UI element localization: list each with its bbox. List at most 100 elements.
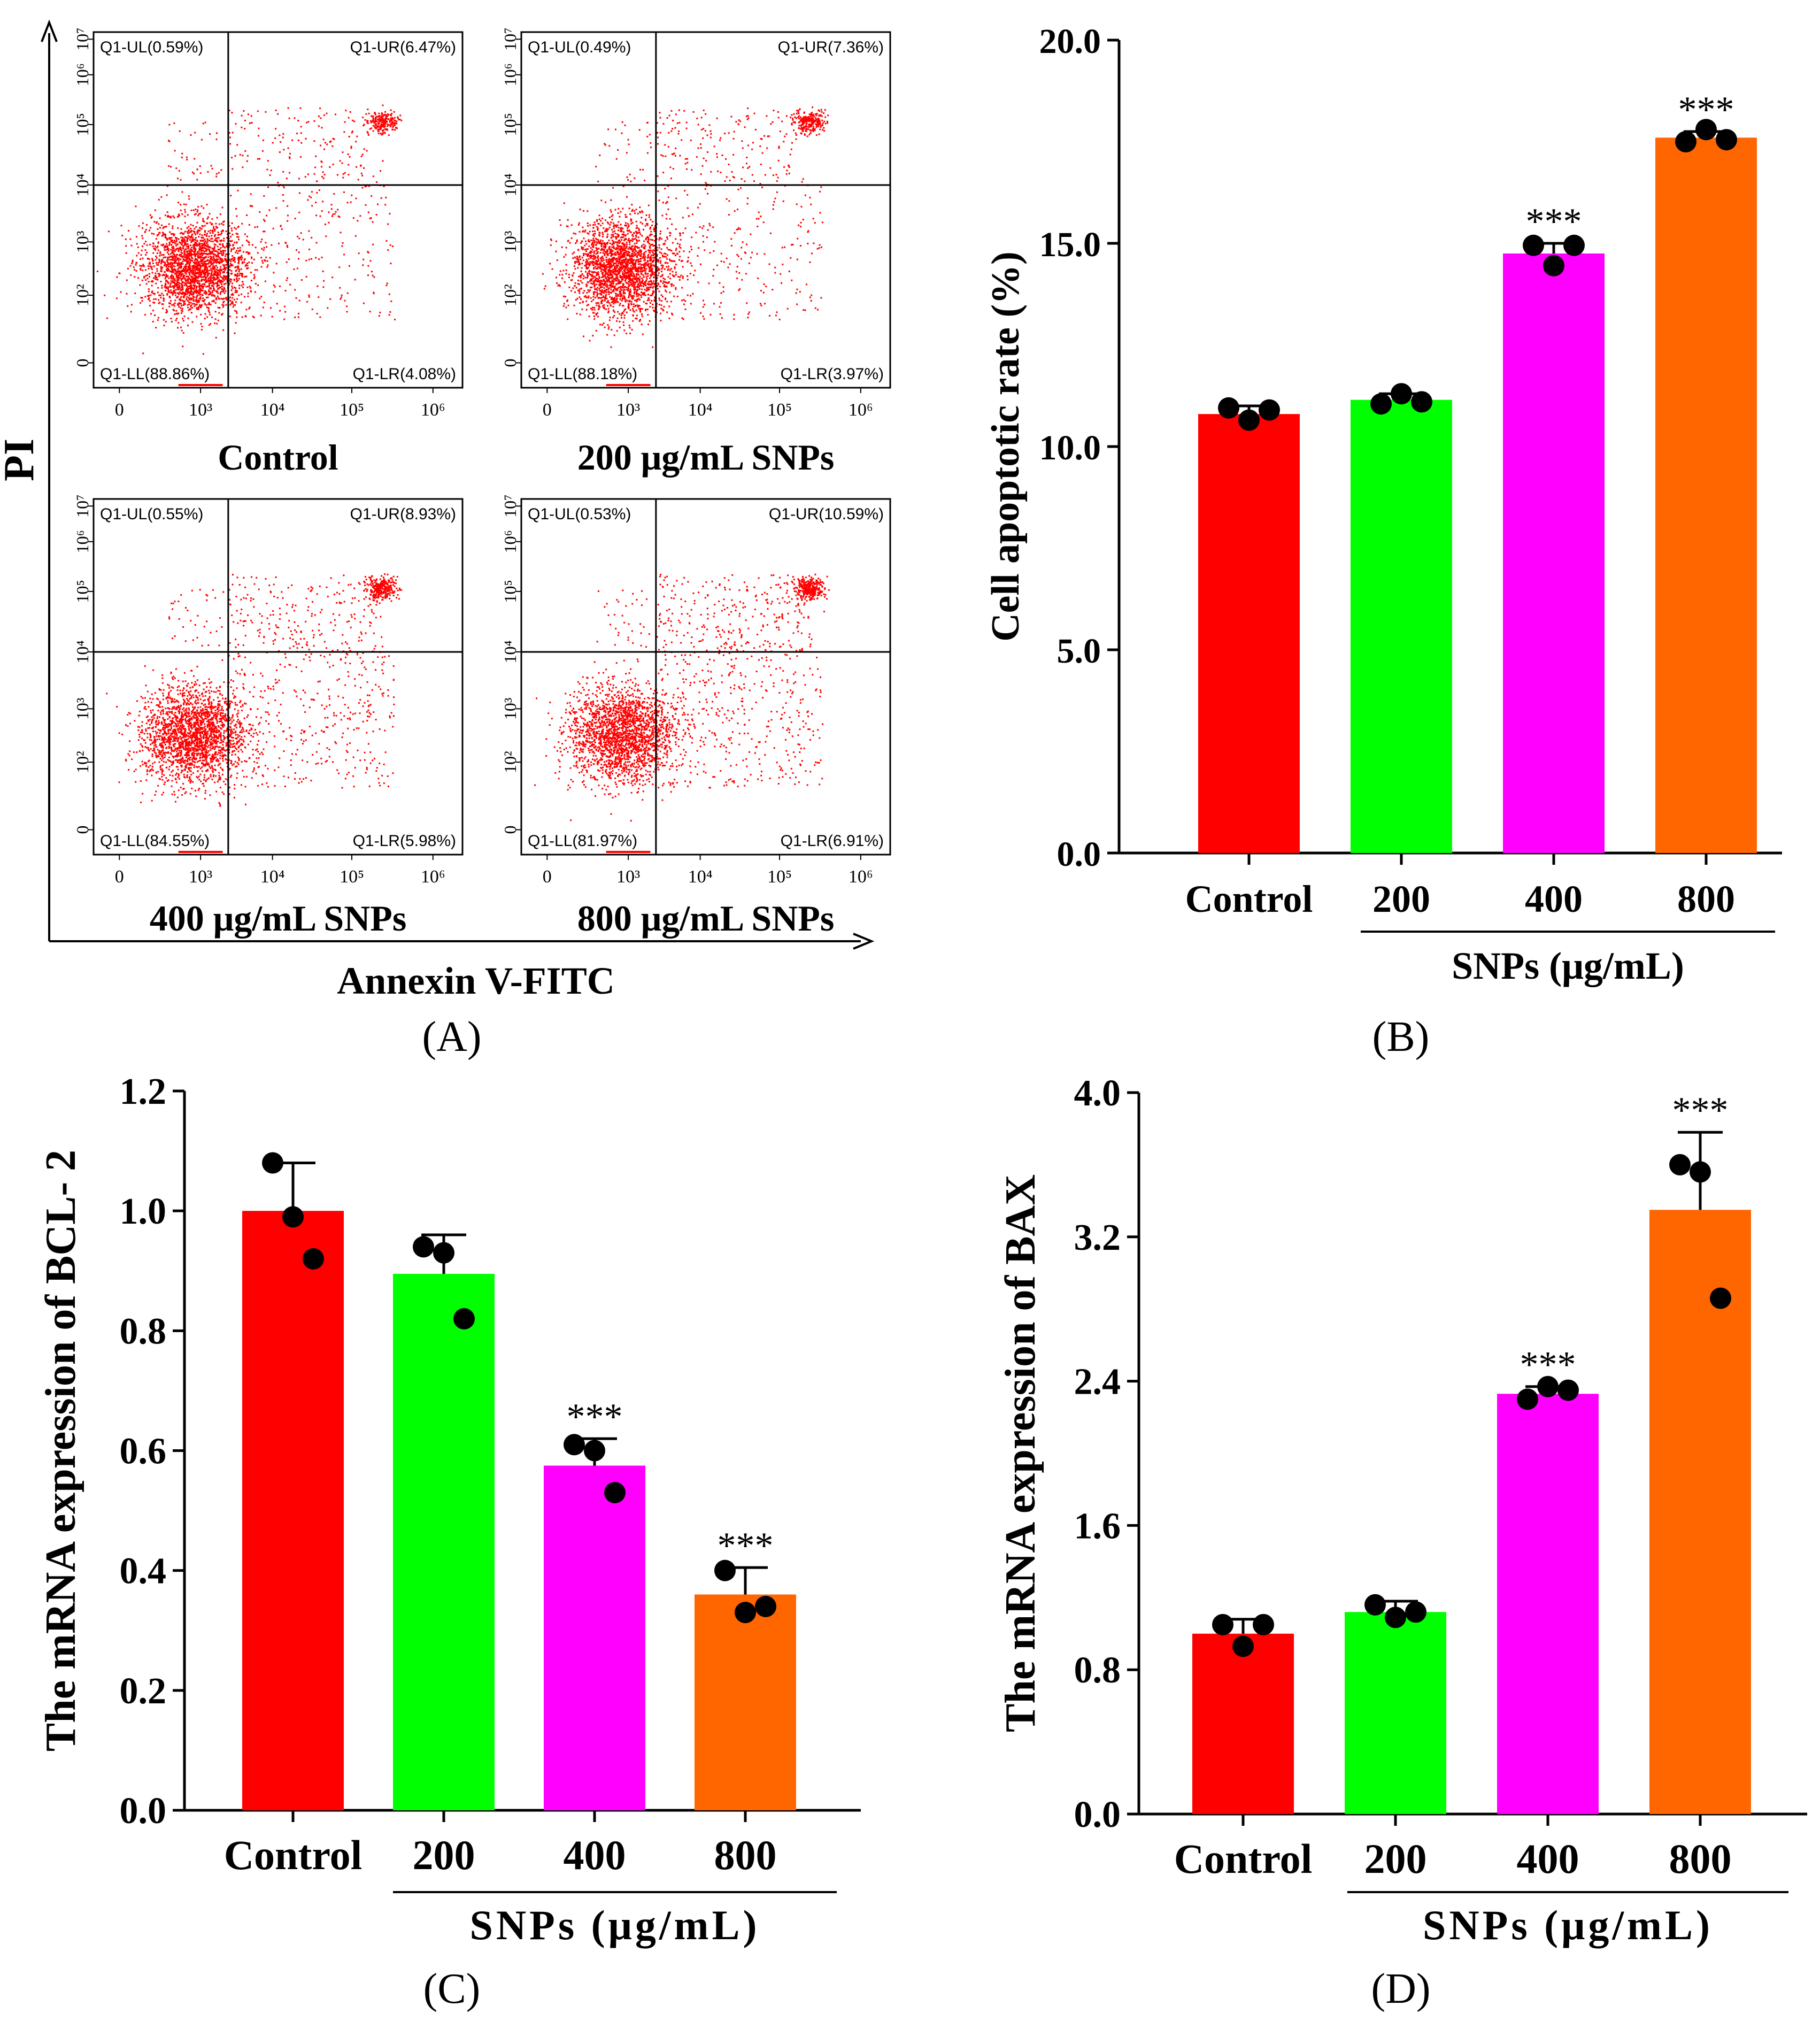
flow-dot	[216, 271, 218, 273]
flow-dot	[121, 235, 124, 236]
flow-dot	[619, 290, 621, 293]
flow-dot	[670, 285, 673, 287]
flow-dot	[616, 289, 618, 291]
flow-dot	[619, 303, 621, 305]
flow-dot	[135, 270, 137, 272]
flow-dot	[216, 272, 218, 274]
flow-dot	[185, 253, 187, 256]
flow-dot	[563, 202, 565, 204]
flow-dot	[198, 261, 200, 263]
flow-dot	[599, 297, 601, 299]
flow-dot	[365, 204, 367, 206]
flow-dot	[635, 278, 637, 280]
flow-dot	[289, 157, 291, 159]
flow-dot	[188, 256, 190, 258]
flow-dot	[163, 298, 165, 300]
flow-dot	[592, 237, 595, 240]
flow-dot	[207, 308, 210, 310]
flow-dot	[96, 271, 98, 272]
flow-dot	[321, 161, 323, 163]
flow-dot	[592, 272, 595, 274]
flow-dot	[158, 223, 160, 225]
flow-dot	[574, 261, 576, 263]
flow-dot	[165, 287, 167, 289]
flow-dot	[269, 174, 271, 176]
flow-dot	[190, 290, 192, 292]
flow-dot	[592, 254, 595, 256]
flow-dot	[260, 257, 263, 259]
flow-dot	[631, 204, 633, 206]
flow-dot	[154, 314, 156, 316]
flow-dot	[145, 241, 146, 243]
flow-dot	[213, 282, 215, 285]
flow-dot	[316, 313, 318, 314]
flow-dot	[183, 250, 186, 252]
flow-dot	[181, 312, 183, 314]
flow-dot	[154, 209, 156, 211]
flow-dot	[636, 301, 638, 303]
flow-dot	[191, 230, 193, 232]
flow-dot	[389, 213, 391, 215]
flow-dot	[196, 211, 198, 213]
flow-dot	[173, 276, 174, 278]
flow-dot	[323, 280, 325, 282]
flow-dot	[182, 345, 184, 348]
flow-dot	[187, 255, 188, 257]
flow-dot	[296, 133, 298, 135]
flow-dot	[175, 259, 177, 262]
flow-dot	[182, 260, 184, 263]
flow-dot	[203, 292, 205, 294]
flow-dot	[219, 287, 221, 288]
flow-dot	[183, 256, 185, 258]
flow-dot	[171, 281, 173, 283]
flow-dot	[198, 275, 200, 277]
flow-dot	[173, 281, 175, 283]
flow-dot	[174, 250, 176, 252]
flow-dot	[170, 262, 172, 264]
flow-dot	[220, 251, 222, 253]
flow-dot	[382, 116, 384, 118]
flow-dot	[197, 299, 199, 302]
flow-dot	[616, 257, 618, 259]
flow-dot	[213, 274, 215, 276]
flow-dot	[607, 276, 610, 279]
flow-dot	[143, 276, 145, 279]
flow-dot	[650, 294, 652, 296]
flow-dot	[646, 257, 649, 259]
flow-dot	[190, 244, 191, 247]
flow-dot	[251, 256, 252, 258]
flow-dot	[213, 230, 215, 232]
flow-dot	[163, 274, 165, 276]
flow-dot	[188, 255, 190, 257]
flow-dot	[591, 309, 593, 311]
flow-dot	[618, 256, 620, 258]
flow-dot	[215, 139, 218, 141]
flow-dot	[189, 236, 191, 237]
flow-dot	[388, 134, 390, 136]
flow-dot	[648, 251, 650, 253]
flow-dot	[173, 249, 175, 251]
flow-dot	[592, 312, 594, 314]
flow-dot	[579, 263, 581, 265]
flow-dot	[315, 155, 317, 157]
flow-dot	[630, 282, 632, 284]
flow-dot	[620, 288, 622, 290]
flow-dot	[596, 261, 598, 263]
flow-dot	[170, 264, 172, 266]
flow-dot	[384, 128, 386, 130]
flow-dot	[635, 250, 637, 252]
flow-dot	[614, 225, 616, 227]
flow-dot	[229, 263, 232, 265]
flow-dot	[650, 286, 652, 288]
flow-dot	[595, 237, 597, 240]
flow-dot	[641, 315, 643, 317]
flow-dot	[234, 273, 236, 275]
flow-dot	[165, 236, 167, 239]
flow-dot	[652, 221, 654, 222]
flow-dot	[197, 290, 198, 292]
flow-dot	[343, 131, 345, 133]
flow-dot	[199, 245, 201, 248]
flow-dot	[219, 249, 221, 250]
flow-dot	[225, 255, 227, 257]
flow-dot	[184, 292, 186, 294]
